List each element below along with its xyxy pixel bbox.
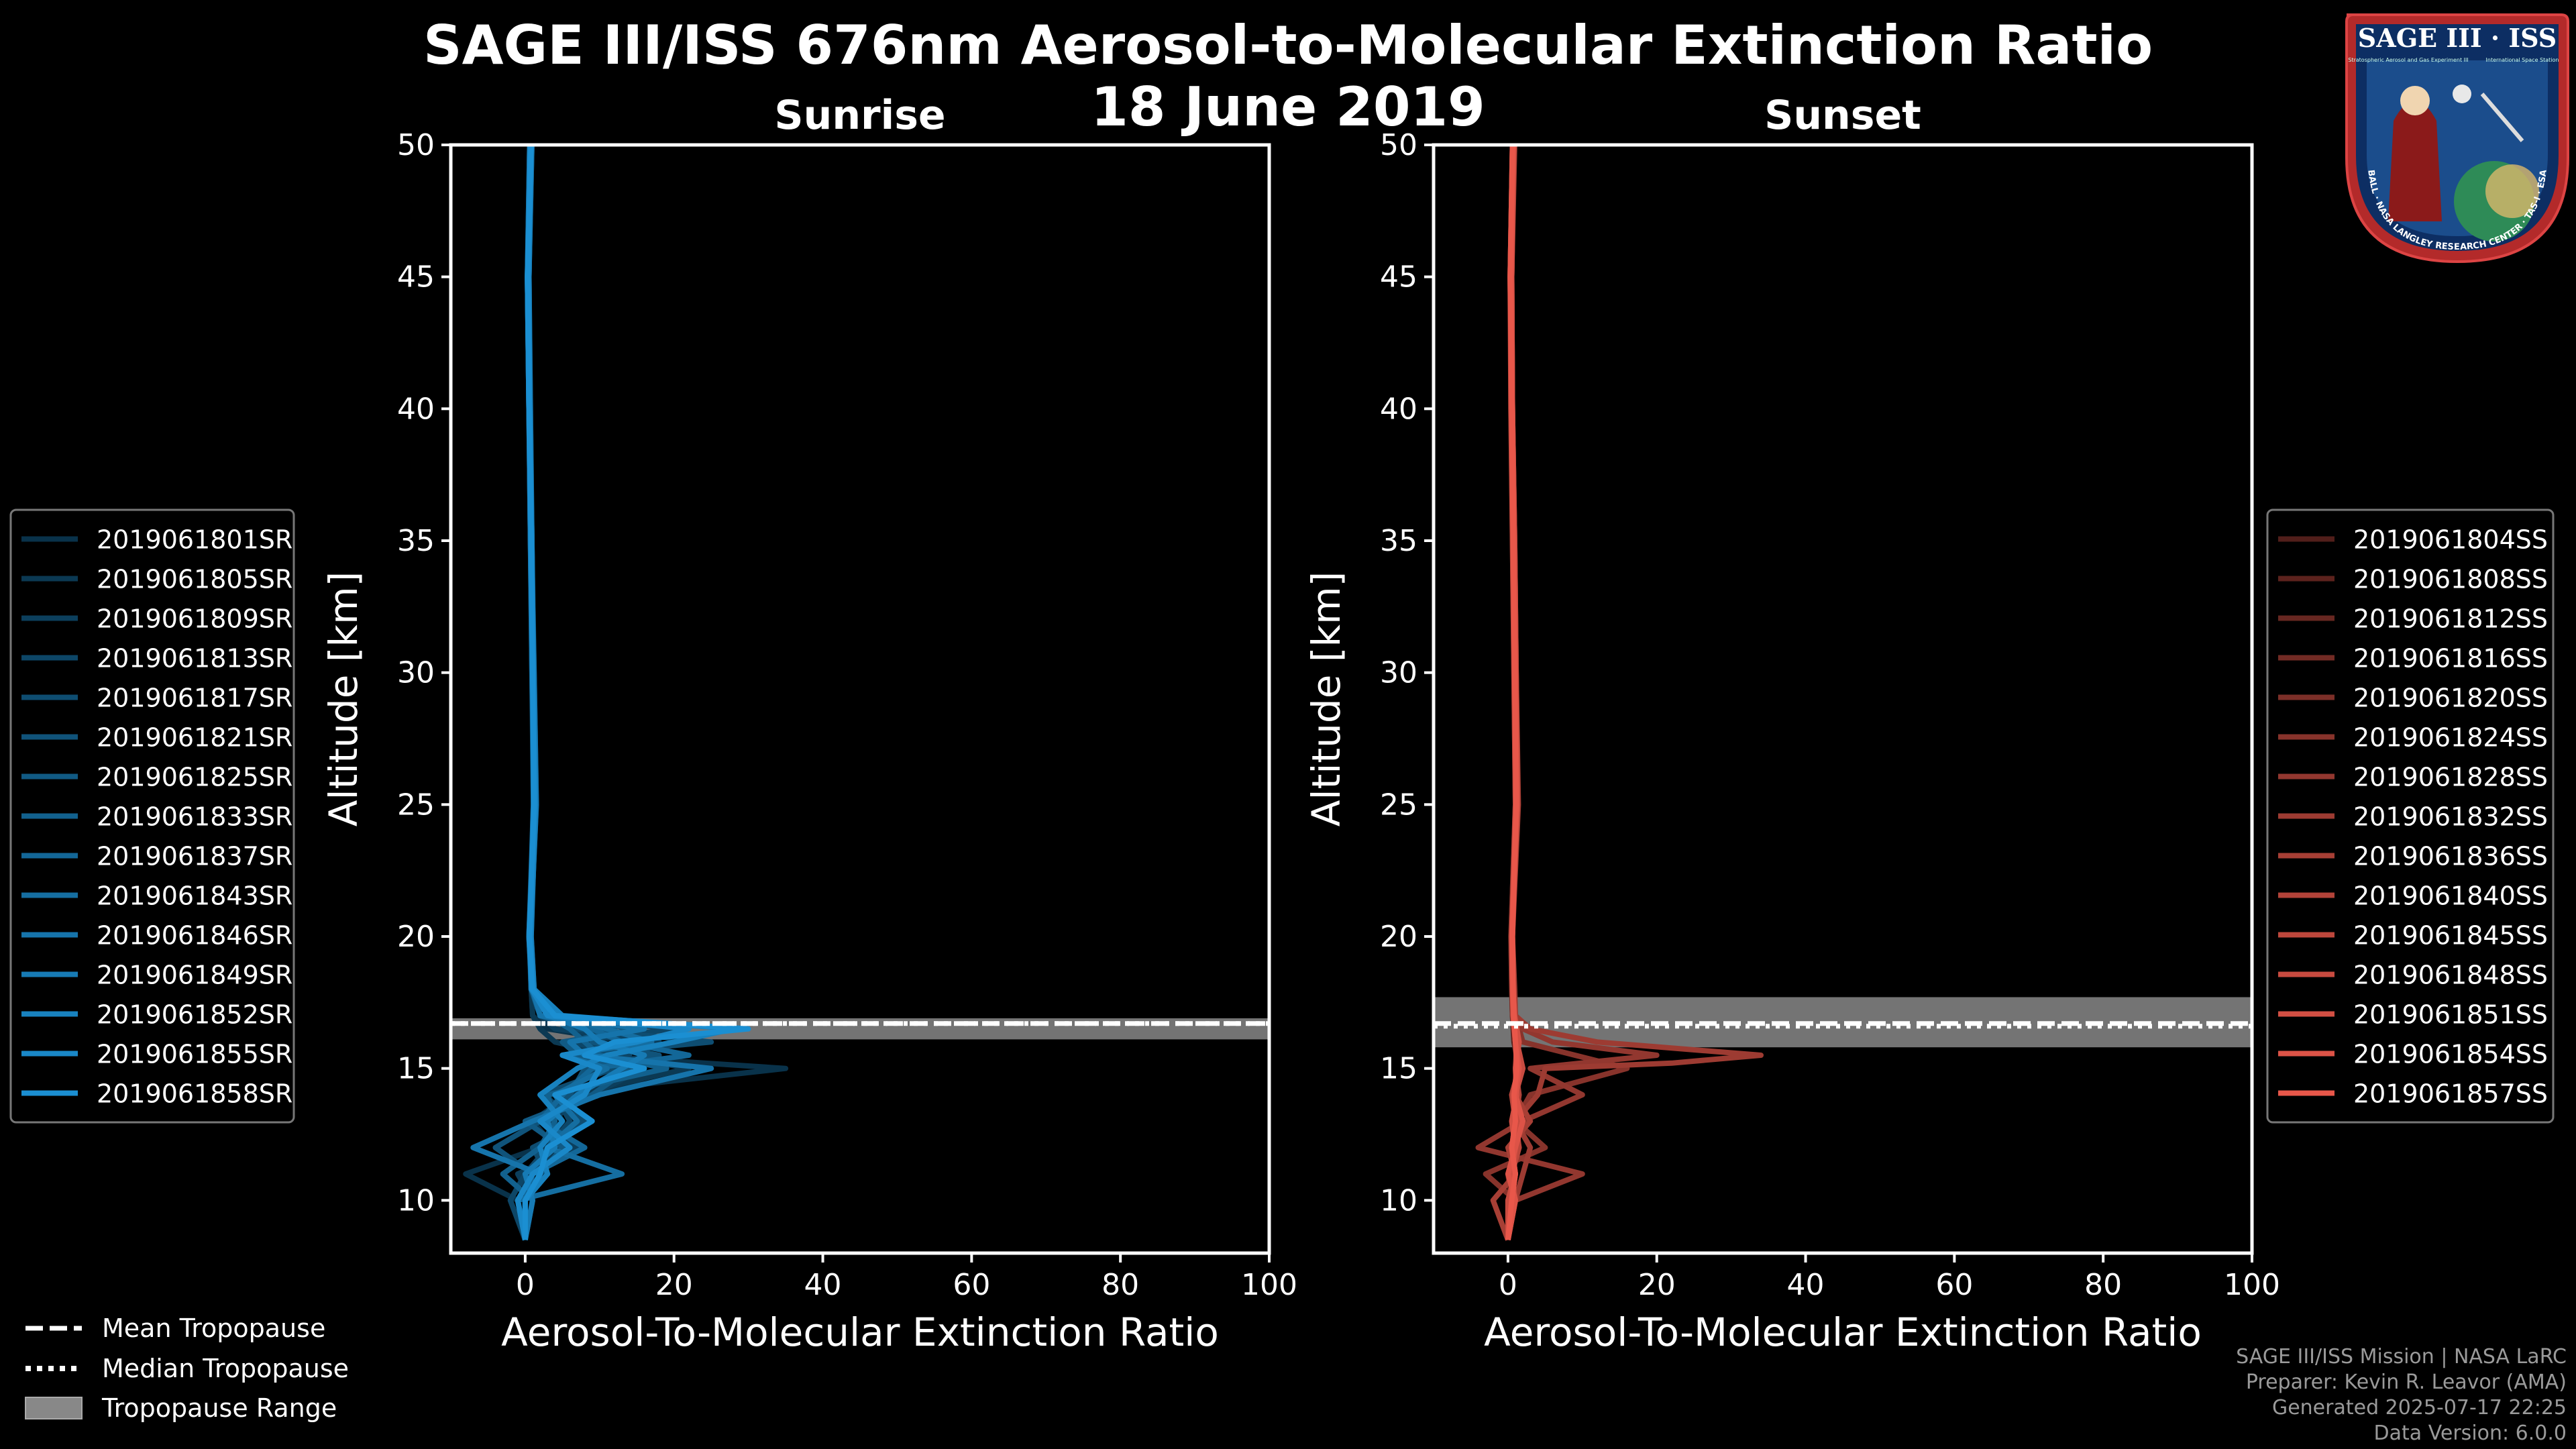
sunrise-y-tick: 20 [397,920,435,954]
sunrise-x-tick: 80 [1102,1268,1139,1302]
logo-subtitle-left: Stratospheric Aerosol and Gas Experiment… [2348,57,2468,63]
sunrise-legend-label: 2019061805SR [97,565,292,594]
sunset-legend-label: 2019061816SS [2353,644,2548,674]
logo-subtitle-right: International Space Station [2486,57,2559,63]
sunrise-y-tick: 25 [397,788,435,822]
legend-tropopause-range: Tropopause Range [101,1393,337,1423]
sunset-y-tick: 35 [1380,524,1417,558]
sunset-legend-label: 2019061836SS [2353,842,2548,871]
sunrise-legend-label: 2019061813SR [97,644,292,674]
sunrise-legend-label: 2019061825SR [97,763,292,792]
sunrise-legend-label: 2019061821SR [97,723,292,753]
sunrise-x-tick: 60 [953,1268,990,1302]
footer-preparer: Preparer: Kevin R. Leavor (AMA) [2245,1371,2567,1394]
sunset-series-2019061857SS [1505,145,1520,1240]
sunrise-x-tick: 20 [655,1268,693,1302]
sunrise-x-axis-label: Aerosol-To-Molecular Extinction Ratio [501,1309,1219,1355]
sunset-x-tick: 40 [1787,1268,1825,1302]
sunrise-legend-label: 2019061858SR [97,1079,292,1109]
sunset-y-tick: 45 [1380,260,1417,294]
sunset-y-tick: 10 [1380,1183,1417,1218]
sunset-x-axis-label: Aerosol-To-Molecular Extinction Ratio [1484,1309,2202,1355]
sunrise-legend-label: 2019061801SR [97,525,292,555]
sunset-legend-label: 2019061804SS [2353,525,2548,555]
sunset-legend-label: 2019061824SS [2353,723,2548,753]
sunrise-panel: Sunrise 0 20 40 60 80 100 10 15 20 25 30 35 40 45 50 Aer… [9,92,1297,1355]
sunset-panel-title: Sunset [1764,92,1921,139]
sunset-y-tick: 25 [1380,788,1417,822]
footer-credits: SAGE III/ISS Mission | NASA LaRC Prepare… [2236,1344,2567,1446]
sunset-legend-label: 2019061845SS [2353,921,2548,951]
sunset-x-tick: 0 [1499,1268,1517,1302]
sunset-legend-label: 2019061812SS [2353,604,2548,634]
sunset-legend-label: 2019061820SS [2353,684,2548,713]
sunrise-y-tick: 45 [397,260,435,294]
sunset-x-tick: 20 [1638,1268,1676,1302]
sunset-legend-label: 2019061857SS [2353,1079,2548,1109]
sunset-y-tick: 20 [1380,920,1417,954]
sunrise-legend-label: 2019061855SR [97,1040,292,1069]
sunrise-y-tick: 30 [397,656,435,690]
legend-median-tropopause: Median Tropopause [102,1354,349,1383]
sunrise-y-tick: 15 [397,1052,435,1086]
sunrise-y-axis-label: Altitude [km] [321,572,366,826]
sunrise-legend-label: 2019061817SR [97,684,292,713]
sunrise-legend-label: 2019061837SR [97,842,292,871]
sunrise-y-tick: 40 [397,392,435,426]
footer-generated: Generated 2025-07-17 22:25 [2271,1396,2567,1419]
sunrise-plot-frame [449,143,1271,1255]
sunrise-x-tick: 40 [804,1268,842,1302]
sunset-legend-label: 2019061840SS [2353,881,2548,911]
sunset-y-tick: 15 [1380,1052,1417,1086]
logo-text: SAGE III · ISS [2358,23,2557,53]
sunset-legend-label: 2019061832SS [2353,802,2548,832]
sunrise-series-2019061858SR [522,145,751,1240]
sunset-panel: Sunset 0 20 40 60 80 100 10 15 20 25 30 35 40 45 50 Aero… [1303,92,2555,1355]
tropopause-legend: Mean Tropopause Median Tropopause Tropop… [25,1313,349,1423]
sunset-y-tick: 40 [1380,392,1417,426]
sunrise-legend: 2019061801SR 2019061805SR 2019061809SR 2019… [9,508,295,1124]
sunset-y-tick: 30 [1380,656,1417,690]
sunrise-x-tick: 100 [1241,1268,1297,1302]
sunrise-x-tick: 0 [516,1268,535,1302]
legend-mean-tropopause: Mean Tropopause [102,1313,325,1343]
sunset-legend-label: 2019061828SS [2353,763,2548,792]
chart-date: 18 June 2019 [1091,76,1485,138]
sunset-x-tick: 80 [2084,1268,2122,1302]
sunrise-legend-label: 2019061852SR [97,1000,292,1030]
sunset-legend-label: 2019061854SS [2353,1040,2548,1069]
sunrise-legend-label: 2019061846SR [97,921,292,951]
sunset-x-tick: 60 [1935,1268,1973,1302]
sunrise-legend-label: 2019061843SR [97,881,292,911]
sunrise-legend-label: 2019061809SR [97,604,292,634]
chart-title: SAGE III/ISS 676nm Aerosol-to-Molecular … [423,14,2153,76]
sunset-y-tick: 50 [1380,128,1417,162]
sunset-x-tick: 100 [2224,1268,2280,1302]
sunrise-y-tick: 35 [397,524,435,558]
sunrise-panel-title: Sunrise [774,92,945,139]
sunset-legend-label: 2019061808SS [2353,565,2548,594]
sunset-y-axis-label: Altitude [km] [1303,572,1349,826]
sunset-plot-frame [1432,143,2254,1255]
sage-iss-logo: SAGE III · ISS Stratospheric Aerosol and… [2345,13,2569,264]
footer-mission: SAGE III/ISS Mission | NASA LaRC [2236,1345,2567,1368]
sunset-legend-label: 2019061848SS [2353,961,2548,990]
sunset-legend-label: 2019061851SS [2353,1000,2548,1030]
sunrise-legend-label: 2019061849SR [97,961,292,990]
sunrise-y-tick: 50 [397,128,435,162]
footer-version: Data Version: 6.0.0 [2373,1421,2567,1445]
sunrise-legend-label: 2019061833SR [97,802,292,832]
sunrise-y-tick: 10 [397,1183,435,1218]
sunset-legend: 2019061804SS 2019061808SS 2019061812SS 2019… [2266,508,2555,1124]
